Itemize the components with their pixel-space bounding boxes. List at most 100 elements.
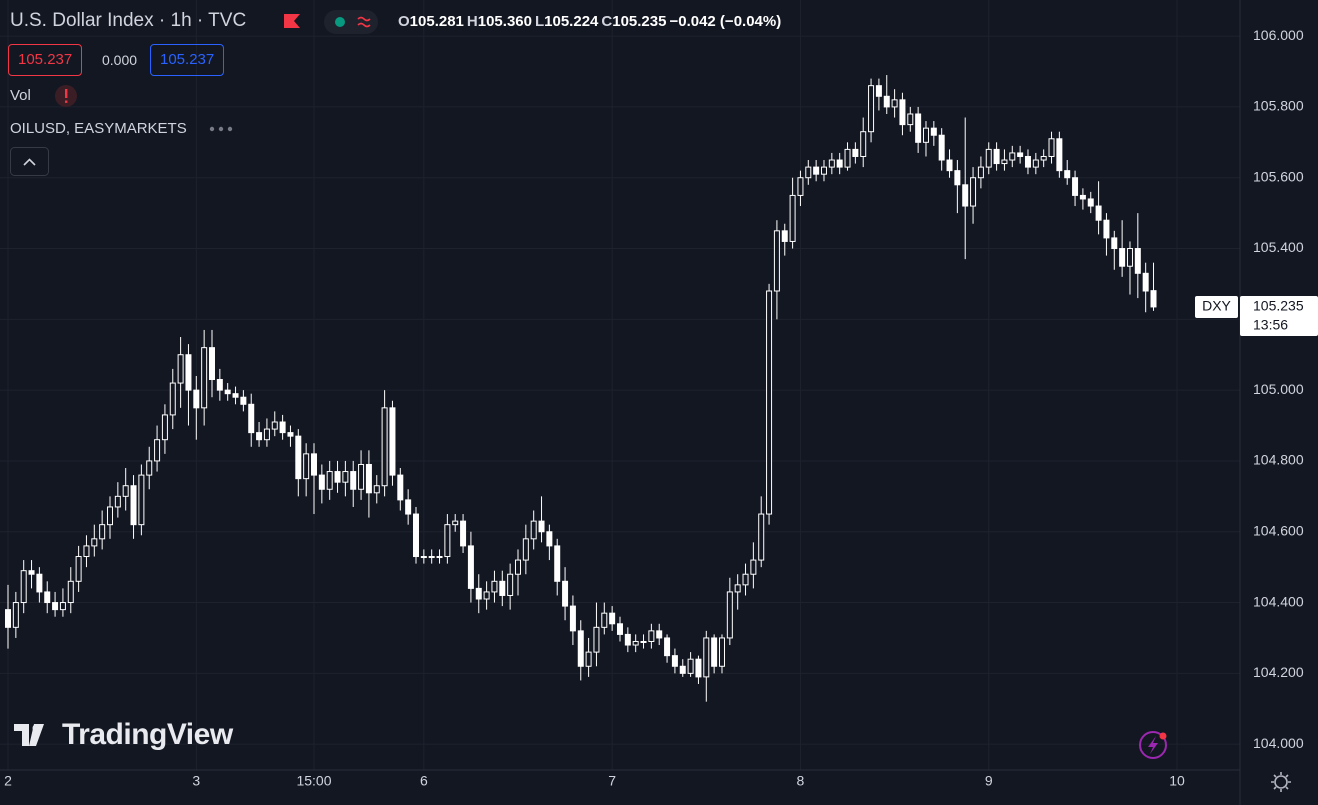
candle-body [585,651,592,667]
candle-body [632,640,639,646]
candle-body [467,545,474,589]
candle-body [656,630,663,639]
candle-body [59,602,66,611]
collapse-button[interactable] [10,147,49,176]
candle-body [687,658,694,674]
x-tick-label: 7 [608,773,616,789]
candle-body [318,474,325,490]
candle-body [664,637,671,657]
candle-body [726,591,733,639]
candle-body [514,559,521,575]
last-price-tag [1240,295,1318,336]
y-tick-label: 105.600 [1253,168,1304,184]
ohlc-key: H [466,13,478,30]
candle-body [734,584,741,593]
candle-body [248,403,255,434]
buy-price[interactable]: 105.237 [150,44,225,76]
candle-body [1072,177,1079,196]
candle-body [1142,272,1149,292]
countdown-text: 13:56 [1253,317,1288,333]
candle-body [287,432,294,437]
y-tick-label: 106.000 [1253,27,1304,43]
candle-body [891,99,898,108]
candle-body [922,127,929,143]
candle-body [44,591,51,604]
candle-body [475,587,482,600]
candle-body [279,421,286,434]
candle-body [240,396,247,405]
candle-body [930,127,937,136]
more-dot[interactable] [209,126,215,132]
y-tick-label: 104.600 [1253,522,1304,538]
ohlc-value: 105.235 [612,13,667,30]
candle-body [169,382,176,416]
change: −0.042 (−0.04%) [669,13,782,30]
candle-body [773,230,780,292]
candle-body [1119,248,1126,267]
ohlc-legend: O105.281 H105.360 L105.224 C105.235 −0.042 (… [398,13,784,30]
candle-body [263,428,270,441]
candle-body [177,354,184,384]
ohlc-key: O [398,13,410,30]
status-pill[interactable] [324,10,378,34]
volume-label[interactable]: Vol [10,87,31,104]
candle-body [28,570,35,575]
candle-body [154,439,161,462]
flag-icon[interactable] [284,14,300,28]
more-dot[interactable] [218,126,224,132]
candle-body [1111,237,1118,250]
candle-body [436,556,443,559]
y-tick-label: 104.000 [1253,735,1304,751]
candle-body [1040,155,1047,161]
candle-body [1126,248,1133,267]
market-open-dot [335,17,345,27]
candle-body [373,485,380,494]
candle-body [711,637,718,667]
sell-price[interactable]: 105.237 [8,44,83,76]
candle-body [844,148,851,168]
symbol-tag [1195,295,1238,318]
candle-body [977,166,984,179]
y-tick-label: 105.400 [1253,239,1304,255]
y-tick-label: 104.200 [1253,664,1304,680]
candle-body [703,637,710,678]
x-tick-label: 2 [4,773,12,789]
candle-body [389,407,396,476]
collapse-icon [23,158,36,166]
candle-body [1064,170,1071,179]
candle-body [938,134,945,161]
candle-body [593,626,600,653]
candle-body [1150,290,1157,308]
candle-body [546,531,553,547]
candle-body [1079,194,1086,200]
flash-icon [1148,736,1158,754]
candle-body [1032,159,1039,168]
candle-body [271,421,278,430]
candle-body [208,347,215,381]
ohlc-value: 105.281 [409,13,464,30]
candle-body [99,524,106,540]
candle-body [1095,205,1102,221]
candle-body [1024,155,1031,168]
candle-body [1087,198,1094,207]
delayed-icon [357,16,371,28]
candle-body [326,471,333,490]
more-dot[interactable] [227,126,233,132]
x-tick-label: 3 [192,773,200,789]
candle-body [161,414,168,441]
symbol-title[interactable]: U.S. Dollar Index · 1h · TVC [10,10,247,31]
last-price-text: 105.235 [1253,298,1304,314]
candle-body [1048,138,1055,157]
flash-button[interactable] [1139,731,1167,759]
candle-body [766,290,773,515]
candle-body [420,556,427,559]
logo-icon [14,724,44,746]
candle-body [256,432,263,441]
candle-body [310,453,317,476]
x-tick-label: 15:00 [296,773,331,789]
candle-body [899,99,906,126]
candle-body [295,435,302,480]
settings-icon[interactable] [1274,775,1288,789]
overlay-label[interactable]: OILUSD, EASYMARKETS [10,120,187,137]
candle-body [350,471,357,490]
